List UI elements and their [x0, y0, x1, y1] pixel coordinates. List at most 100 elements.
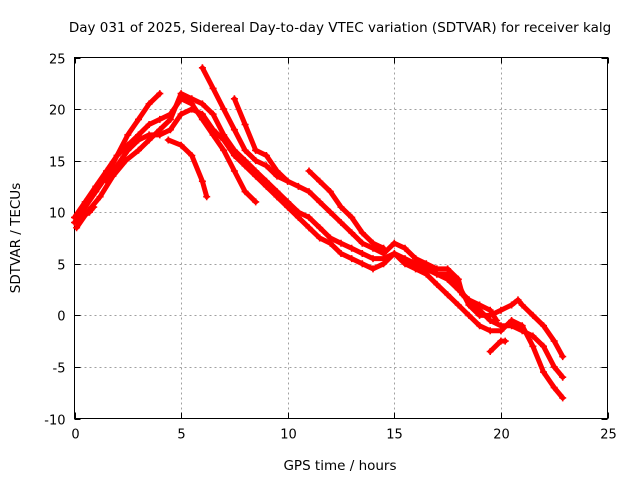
data-point-marker: [540, 342, 547, 350]
data-point-marker: [465, 296, 473, 304]
data-point-marker: [559, 353, 567, 361]
series-track-5: [164, 136, 211, 201]
data-point-marker: [198, 177, 206, 185]
data-point-marker: [284, 177, 292, 185]
data-point-marker: [412, 255, 420, 263]
series-track-11: [486, 337, 509, 355]
series-track-9: [305, 167, 388, 252]
series-track-4: [103, 105, 567, 402]
data-point-marker: [209, 110, 217, 118]
data-point-marker: [124, 131, 132, 139]
data-point-marker: [241, 188, 249, 196]
data-point-marker: [369, 239, 377, 247]
data-point-marker: [454, 275, 462, 283]
data-point-marker: [262, 182, 270, 190]
data-point-marker: [96, 193, 104, 201]
data-series: [71, 64, 567, 402]
data-point-marker: [316, 177, 324, 185]
axis-ticks: 0 5 10 15 20 25 -10 -5 0 5 10 15 20 25: [44, 53, 617, 443]
data-point-marker: [164, 136, 172, 144]
data-point-marker: [540, 368, 547, 376]
data-point-marker: [497, 327, 505, 335]
data-point-marker: [220, 105, 228, 113]
data-point-marker: [390, 250, 398, 257]
series-track-2: [71, 95, 260, 221]
x-tick-label: 25: [600, 428, 617, 443]
data-point-marker: [198, 100, 206, 108]
data-point-marker: [252, 157, 260, 165]
data-point-marker: [337, 250, 345, 257]
data-point-marker: [156, 131, 164, 139]
data-point-marker: [390, 239, 398, 247]
series-track: [253, 147, 291, 184]
data-point-marker: [90, 203, 98, 211]
data-point-marker: [145, 100, 153, 108]
data-point-marker: [401, 260, 409, 268]
series-track-12: [77, 203, 98, 221]
data-point-marker: [252, 146, 260, 154]
x-tick-label: 0: [71, 428, 79, 443]
data-point-marker: [188, 95, 196, 103]
data-point-marker: [476, 311, 484, 319]
data-point-marker: [73, 224, 81, 232]
data-point-marker: [422, 260, 430, 268]
y-tick-label: 25: [49, 53, 66, 68]
y-tick-label: -5: [53, 362, 66, 377]
data-point-marker: [166, 115, 174, 123]
x-tick-label: 15: [386, 428, 403, 443]
series-track-7: [230, 95, 260, 154]
data-point-marker: [177, 141, 185, 149]
data-point-marker: [81, 198, 89, 206]
data-point-marker: [514, 296, 522, 304]
data-point-marker: [486, 306, 494, 314]
series-track: [306, 168, 387, 251]
y-tick-label: -10: [44, 414, 65, 429]
x-tick-label: 20: [493, 428, 510, 443]
data-point-marker: [337, 239, 345, 247]
data-point-marker: [230, 152, 238, 159]
data-point-marker: [166, 126, 174, 134]
data-point-marker: [145, 121, 153, 128]
data-point-marker: [135, 146, 142, 154]
y-axis-label: SDTVAR / TECUs: [8, 183, 24, 293]
data-point-marker: [501, 337, 509, 345]
data-point-marker: [135, 115, 142, 123]
data-point-marker: [262, 162, 270, 170]
data-point-marker: [145, 131, 153, 139]
data-point-marker: [444, 291, 452, 299]
series-track: [165, 137, 210, 200]
data-point-marker: [177, 110, 185, 118]
data-point-marker: [465, 311, 473, 319]
data-point-marker: [529, 332, 537, 340]
data-point-marker: [209, 84, 217, 92]
data-point-marker: [358, 250, 366, 257]
y-tick-label: 10: [49, 207, 66, 222]
data-point-marker: [550, 363, 558, 371]
data-point-marker: [559, 394, 567, 402]
y-tick-label: 20: [49, 104, 66, 119]
data-point-marker: [77, 213, 85, 221]
data-point-marker: [305, 167, 313, 175]
data-point-marker: [401, 244, 409, 252]
data-point-marker: [177, 90, 185, 98]
data-point-marker: [369, 255, 377, 263]
data-point-marker: [380, 260, 388, 268]
x-tick-label: 5: [177, 428, 185, 443]
data-point-marker: [508, 301, 516, 309]
data-point-marker: [433, 280, 441, 288]
chart-title: Day 031 of 2025, Sidereal Day-to-day VTE…: [69, 20, 611, 36]
data-point-marker: [252, 172, 260, 180]
data-point-marker: [113, 162, 121, 170]
data-point-marker: [156, 90, 164, 98]
data-point-marker: [326, 188, 334, 196]
data-point-marker: [241, 121, 249, 128]
data-point-marker: [380, 244, 388, 252]
data-point-marker: [156, 115, 164, 123]
data-point-marker: [369, 265, 377, 273]
data-point-marker: [348, 213, 356, 221]
data-point-marker: [92, 182, 100, 190]
data-point-marker: [486, 327, 494, 335]
data-point-marker: [294, 182, 302, 190]
data-point-marker: [348, 255, 356, 263]
